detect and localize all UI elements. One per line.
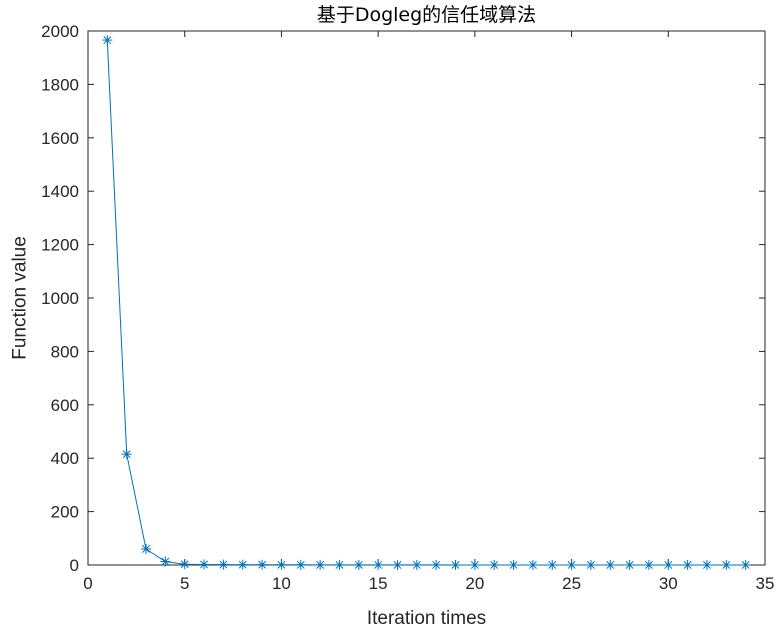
plot-area	[87, 30, 766, 566]
data-point	[663, 559, 674, 570]
data-point	[392, 559, 403, 570]
data-point	[643, 559, 654, 570]
y-tick-label: 1600	[41, 129, 79, 148]
x-tick-label: 0	[83, 574, 92, 593]
plot-frame	[87, 30, 766, 566]
data-point	[527, 559, 538, 570]
data-point	[160, 556, 171, 567]
y-tick-label: 1200	[41, 236, 79, 255]
data-point	[199, 559, 210, 570]
series-line	[106, 40, 746, 566]
data-point	[315, 559, 326, 570]
y-tick-label: 1800	[41, 75, 79, 94]
y-tick-label: 1400	[41, 182, 79, 201]
data-point	[276, 559, 287, 570]
x-tick-label: 30	[659, 574, 678, 593]
data-point	[353, 559, 364, 570]
x-axis-ticks: 0 5 10 15 20 25 30 35	[83, 31, 774, 593]
y-axis-label: Function value	[10, 236, 31, 360]
data-point	[566, 559, 577, 570]
data-point	[624, 559, 635, 570]
y-tick-label: 2000	[41, 22, 79, 41]
data-point	[450, 559, 461, 570]
y-tick-label: 0	[70, 556, 79, 575]
y-tick-label: 800	[51, 342, 79, 361]
y-axis-ticks: 0 200 400 600 800 1000 1200 1400 1600 1800 2000	[41, 22, 765, 575]
data-point	[489, 559, 500, 570]
y-tick-label: 1000	[41, 289, 79, 308]
data-point	[121, 449, 132, 460]
x-tick-label: 5	[180, 574, 189, 593]
data-point	[411, 559, 422, 570]
data-point	[218, 559, 229, 570]
x-tick-label: 35	[756, 574, 775, 593]
data-point	[740, 559, 751, 570]
data-point	[179, 559, 190, 570]
x-tick-label: 15	[369, 574, 388, 593]
data-point	[508, 559, 519, 570]
series-layer	[102, 35, 751, 570]
y-tick-label: 600	[51, 396, 79, 415]
data-point	[141, 543, 152, 554]
data-point	[373, 559, 384, 570]
data-point	[257, 559, 268, 570]
data-point	[295, 559, 306, 570]
x-axis-label: Iteration times	[367, 608, 486, 628]
data-point	[237, 559, 248, 570]
x-tick-label: 25	[562, 574, 581, 593]
y-tick-label: 200	[51, 503, 79, 522]
x-tick-label: 20	[465, 574, 484, 593]
data-point	[431, 559, 442, 570]
y-tick-label: 400	[51, 449, 79, 468]
data-point	[334, 559, 345, 570]
data-point	[682, 559, 693, 570]
data-point	[547, 559, 558, 570]
data-point	[605, 559, 616, 570]
chart-title: 基于Dogleg的信任域算法	[317, 4, 536, 26]
data-point	[721, 559, 732, 570]
data-point	[585, 559, 596, 570]
data-point	[102, 35, 113, 46]
x-tick-label: 10	[272, 574, 291, 593]
data-point	[469, 559, 480, 570]
data-point	[701, 559, 712, 570]
